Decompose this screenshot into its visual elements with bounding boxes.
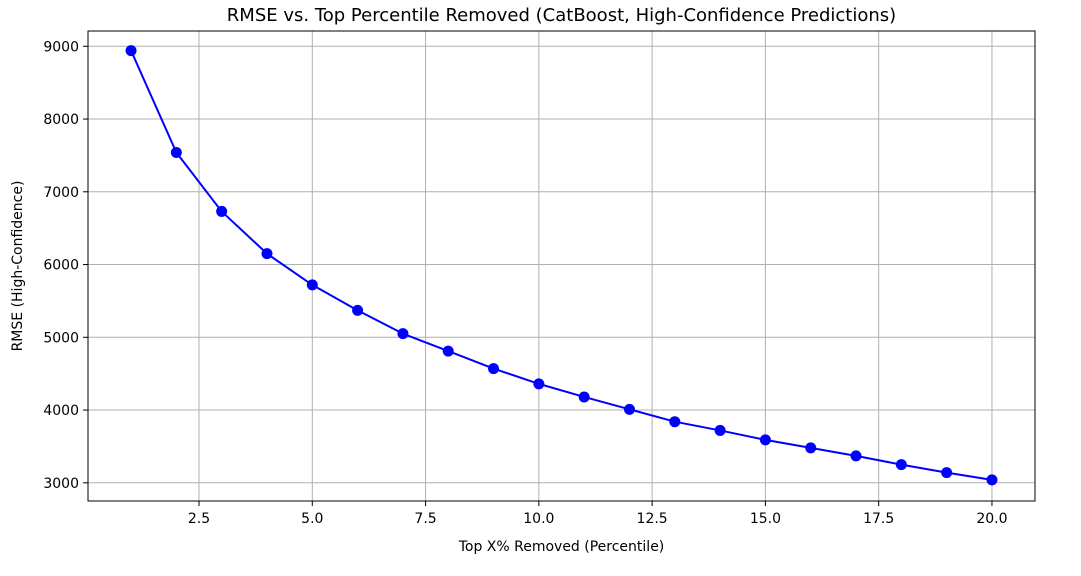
grid xyxy=(88,31,1035,501)
data-point xyxy=(578,391,590,403)
data-point xyxy=(895,459,907,471)
x-tick-label: 2.5 xyxy=(188,511,210,527)
data-point xyxy=(306,279,318,291)
data-point xyxy=(488,363,500,375)
data-point xyxy=(669,416,681,428)
y-tick-label: 7000 xyxy=(43,185,79,201)
data-point xyxy=(941,467,953,479)
x-tick-label: 12.5 xyxy=(637,511,668,527)
data-point xyxy=(623,403,635,415)
data-point xyxy=(216,205,228,217)
data-point xyxy=(850,450,862,462)
series-layer xyxy=(125,45,998,486)
x-tick-label: 5.0 xyxy=(301,511,323,527)
axes: 2.5 5.0 7.5 10.0 12.5 15.0 17.5 20.0 3000 4000 500… xyxy=(43,39,1007,527)
y-axis-label: RMSE (High-Confidence) xyxy=(10,181,26,352)
y-tick-label: 5000 xyxy=(43,330,79,346)
y-tick-label: 4000 xyxy=(43,403,79,419)
data-point xyxy=(759,434,771,446)
chart-title: RMSE vs. Top Percentile Removed (CatBoos… xyxy=(227,5,896,26)
x-tick-label: 15.0 xyxy=(750,511,781,527)
y-tick-label: 9000 xyxy=(43,39,79,55)
y-tick-label: 3000 xyxy=(43,476,79,492)
data-point xyxy=(442,345,454,357)
x-tick-label: 7.5 xyxy=(414,511,436,527)
x-axis-label: Top X% Removed (Percentile) xyxy=(458,539,665,555)
x-tick-label: 17.5 xyxy=(863,511,894,527)
data-point xyxy=(533,378,545,390)
data-point xyxy=(352,304,364,316)
y-tick-label: 6000 xyxy=(43,258,79,274)
series-line xyxy=(130,50,993,481)
data-point xyxy=(714,424,726,436)
x-tick-label: 20.0 xyxy=(976,511,1007,527)
data-point xyxy=(261,248,273,260)
y-tick-label: 8000 xyxy=(43,112,79,128)
data-point xyxy=(125,45,137,57)
data-point xyxy=(170,147,182,159)
data-point xyxy=(986,474,998,486)
x-tick-label: 10.0 xyxy=(523,511,554,527)
data-point xyxy=(805,442,817,454)
data-point xyxy=(397,328,409,340)
plot-area-frame xyxy=(87,30,1036,502)
